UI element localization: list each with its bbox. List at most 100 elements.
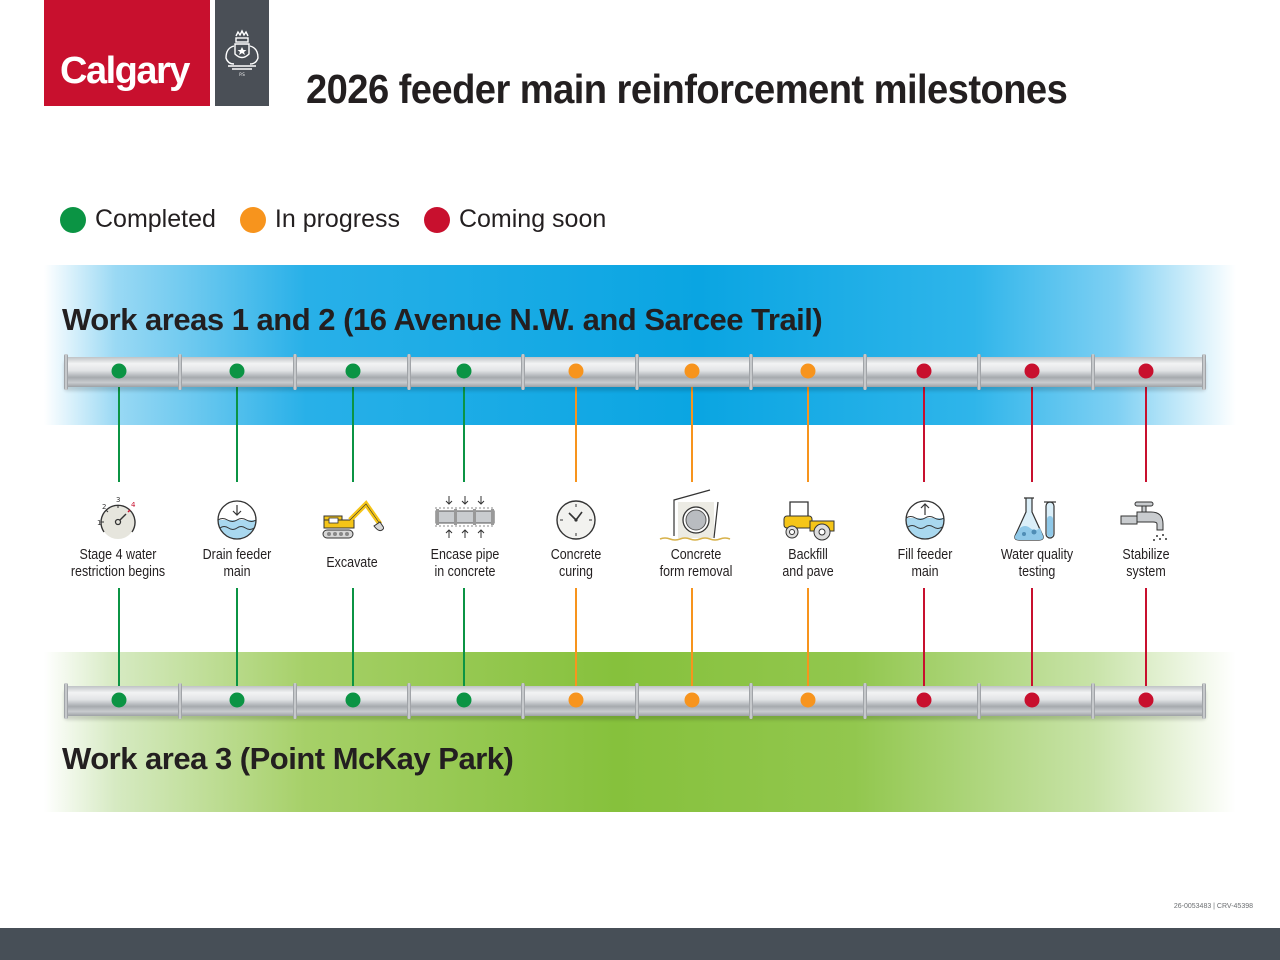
calgary-logo: Calgary: [44, 0, 210, 106]
pipe-joint: [521, 683, 525, 719]
legend-label: Completed: [95, 205, 216, 233]
pipe-joint: [1202, 354, 1206, 390]
pipe-joint: [293, 683, 297, 719]
svg-text:3: 3: [116, 496, 120, 504]
pipe-joint: [749, 354, 753, 390]
connector-line: [807, 371, 809, 482]
connector-line: [1145, 588, 1147, 700]
legend-item-completed: Completed: [60, 205, 216, 234]
svg-text:4: 4: [131, 501, 136, 509]
pipe-joint: [977, 683, 981, 719]
milestone-node-completed: [345, 363, 361, 379]
milestone-node-in-progress: [684, 692, 700, 708]
milestone-label: Backfill and pave: [782, 547, 834, 580]
pipe-joint: [1091, 354, 1095, 390]
pipe-joint: [1091, 683, 1095, 719]
milestone-node-coming-soon: [1138, 363, 1154, 379]
milestone-node-in-progress: [568, 363, 584, 379]
road-roller-icon: [783, 501, 835, 541]
lab-flask-icon: [1014, 497, 1056, 541]
encased-pipe-icon: [435, 496, 495, 538]
connector-line: [118, 588, 120, 700]
concrete-form-icon: [659, 489, 731, 541]
pipe-joint: [293, 354, 297, 390]
pipe-work-area-3: [64, 683, 1206, 719]
connector-line: [463, 371, 465, 482]
work-area-3-title: Work area 3 (Point McKay Park): [62, 741, 514, 776]
connector-line: [236, 588, 238, 700]
milestone-fill-feeder-main: Fill feeder main: [865, 490, 985, 581]
connector-line: [1145, 371, 1147, 482]
fill-water-icon: [905, 500, 945, 540]
milestone-node-completed: [456, 363, 472, 379]
city-crest-logo: P.S: [215, 0, 269, 106]
pipe-joint: [64, 683, 68, 719]
pipe-joint: [407, 683, 411, 719]
connector-line: [807, 588, 809, 700]
milestone-concrete-form-removal: Concrete form removal: [636, 489, 756, 581]
milestone-node-completed: [229, 692, 245, 708]
excavator-icon: [322, 500, 384, 539]
milestone-node-in-progress: [800, 692, 816, 708]
pipe-joint: [863, 354, 867, 390]
milestone-node-coming-soon: [1024, 692, 1040, 708]
milestone-label: Fill feeder main: [897, 547, 953, 580]
milestone-label: Encase pipe in concrete: [430, 547, 500, 580]
milestone-excavate: Excavate: [292, 490, 412, 572]
milestone-label: Water quality testing: [1000, 547, 1074, 580]
clock-icon: [556, 500, 596, 540]
milestone-label: Stage 4 water restriction begins: [70, 547, 166, 580]
pipe-work-area-1-2: [64, 354, 1206, 390]
milestone-node-in-progress: [800, 363, 816, 379]
legend-item-coming-soon: Coming soon: [423, 205, 607, 234]
pipe-joint: [1202, 683, 1206, 719]
milestone-node-completed: [456, 692, 472, 708]
milestone-drain-feeder-main: Drain feeder main: [177, 490, 297, 581]
connector-line: [923, 588, 925, 700]
work-area-1-2-band: [44, 265, 1236, 425]
connector-line: [691, 588, 693, 700]
svg-text:1: 1: [97, 519, 101, 527]
legend-label: Coming soon: [458, 205, 607, 233]
milestone-label: Stabilize system: [1122, 547, 1170, 580]
connector-line: [575, 371, 577, 482]
svg-text:2: 2: [102, 503, 106, 511]
status-dot-icon: [239, 206, 266, 233]
milestone-backfill-pave: Backfill and pave: [748, 490, 868, 581]
milestone-node-completed: [111, 692, 127, 708]
connector-line: [463, 588, 465, 700]
milestone-label: Drain feeder main: [202, 547, 272, 580]
milestone-node-completed: [111, 363, 127, 379]
connector-line: [118, 371, 120, 482]
svg-text:P.S: P.S: [239, 72, 245, 77]
milestone-stage-4-restriction: 1 2 3 4 Stage 4 water restriction begins: [58, 490, 178, 581]
milestone-node-coming-soon: [916, 692, 932, 708]
pipe-joint: [178, 354, 182, 390]
connector-line: [1031, 588, 1033, 700]
pipe-joint: [178, 683, 182, 719]
milestone-node-coming-soon: [1138, 692, 1154, 708]
milestone-label: Excavate: [326, 555, 378, 571]
work-area-1-2-title: Work areas 1 and 2 (16 Avenue N.W. and S…: [62, 302, 823, 337]
page-title: 2026 feeder main reinforcement milestone…: [306, 66, 1068, 112]
connector-line: [352, 588, 354, 700]
milestone-encase-pipe: Encase pipe in concrete: [405, 490, 525, 581]
faucet-icon: [1120, 501, 1167, 541]
milestone-label: Concrete curing: [550, 547, 602, 580]
pipe-joint: [749, 683, 753, 719]
gauge-icon: 1 2 3 4: [97, 496, 136, 539]
pipe-joint: [863, 683, 867, 719]
drain-water-icon: [217, 500, 257, 540]
connector-line: [352, 371, 354, 482]
connector-line: [236, 371, 238, 482]
logo-wordmark: Calgary: [60, 50, 190, 92]
footer-bar: [0, 928, 1280, 960]
pipe-joint: [635, 683, 639, 719]
document-reference: 26-0053483 | CRV-45398: [1173, 903, 1253, 910]
pipe-joint: [635, 354, 639, 390]
connector-line: [1031, 371, 1033, 482]
legend-label: In progress: [274, 205, 400, 233]
milestone-water-quality-testing: Water quality testing: [977, 490, 1097, 581]
work-area-3-band: [44, 652, 1236, 812]
milestone-node-in-progress: [568, 692, 584, 708]
